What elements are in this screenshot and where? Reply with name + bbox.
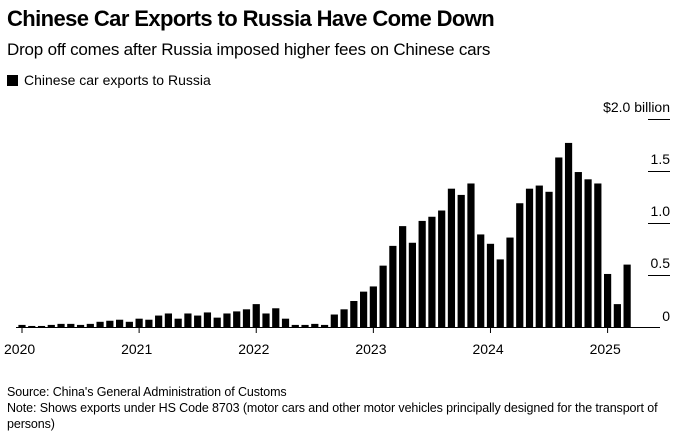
bar-2025-02 bbox=[613, 304, 621, 327]
x-tick-label: 2024 bbox=[472, 341, 503, 357]
bar-2023-03 bbox=[389, 245, 397, 327]
bar-2020-02 bbox=[28, 325, 36, 327]
bar-2022-05 bbox=[291, 324, 299, 327]
bar-2021-09 bbox=[213, 317, 221, 327]
source-note: Source: China's General Administration o… bbox=[7, 385, 287, 399]
bar-2021-10 bbox=[223, 313, 231, 327]
x-tick-label: 2025 bbox=[590, 341, 621, 357]
y-axis: 0 0.5 1.0 1.5 $2.0 billion bbox=[603, 99, 670, 324]
bar-2020-12 bbox=[125, 321, 133, 327]
bar-2023-12 bbox=[477, 234, 485, 327]
x-tick-label: 2021 bbox=[121, 341, 152, 357]
bar-2022-08 bbox=[320, 324, 329, 327]
x-tick-label: 2023 bbox=[355, 341, 386, 357]
bar-2023-07 bbox=[428, 216, 436, 327]
bar-2025-03 bbox=[623, 264, 631, 327]
bar-2024-07 bbox=[545, 191, 553, 327]
bar-2022-12 bbox=[360, 291, 368, 327]
bar-2020-08 bbox=[86, 323, 94, 327]
bar-2022-10 bbox=[340, 309, 348, 327]
bar-2024-04 bbox=[516, 203, 524, 327]
bar-2020-01 bbox=[18, 324, 26, 327]
bar-2024-08 bbox=[555, 157, 563, 327]
bar-2020-10 bbox=[106, 320, 114, 327]
y-tick-label: $2.0 billion bbox=[603, 99, 670, 115]
bar-2023-11 bbox=[467, 183, 475, 327]
bar-2021-05 bbox=[174, 318, 182, 327]
bar-2023-10 bbox=[457, 194, 465, 327]
chart-subtitle: Drop off comes after Russia imposed high… bbox=[7, 40, 491, 59]
bar-2023-06 bbox=[418, 220, 426, 327]
bar-2020-03 bbox=[37, 325, 46, 327]
bar-2021-06 bbox=[184, 313, 192, 327]
bars-group bbox=[18, 142, 631, 327]
bar-2021-08 bbox=[203, 312, 212, 327]
bar-2021-01 bbox=[135, 318, 143, 327]
bar-2024-10 bbox=[574, 172, 582, 327]
bar-2024-05 bbox=[525, 188, 534, 327]
bar-2021-07 bbox=[194, 315, 202, 327]
bar-2024-03 bbox=[506, 237, 514, 327]
bar-2024-02 bbox=[496, 259, 504, 327]
bar-2024-12 bbox=[594, 183, 602, 327]
bar-2020-04 bbox=[47, 324, 55, 327]
bar-2022-01 bbox=[252, 304, 260, 327]
legend-label: Chinese car exports to Russia bbox=[24, 72, 211, 88]
bar-2020-06 bbox=[67, 323, 75, 327]
bar-2023-08 bbox=[438, 210, 446, 327]
bar-2023-04 bbox=[399, 226, 407, 327]
x-tick-label: 2020 bbox=[4, 341, 35, 357]
legend: Chinese car exports to Russia bbox=[7, 72, 211, 88]
bar-2024-01 bbox=[486, 243, 495, 327]
bar-2024-11 bbox=[584, 179, 592, 327]
bar-2024-06 bbox=[535, 185, 543, 327]
x-tick-label: 2022 bbox=[238, 341, 269, 357]
y-tick-label: 1.5 bbox=[651, 151, 671, 167]
bar-2021-11 bbox=[233, 311, 241, 327]
bar-2021-03 bbox=[155, 315, 163, 327]
bar-2021-04 bbox=[164, 313, 172, 327]
bar-2023-01 bbox=[369, 286, 377, 327]
bar-2022-02 bbox=[262, 313, 270, 327]
bar-2020-09 bbox=[96, 321, 104, 327]
chart-title: Chinese Car Exports to Russia Have Come … bbox=[7, 6, 495, 31]
bar-2022-06 bbox=[301, 324, 309, 327]
y-tick-label: 0 bbox=[662, 308, 670, 324]
y-tick-label: 1.0 bbox=[651, 203, 671, 219]
bar-2020-11 bbox=[116, 319, 124, 327]
bar-2022-03 bbox=[272, 308, 280, 327]
bar-2023-02 bbox=[379, 265, 387, 327]
y-tick-label: 0.5 bbox=[651, 255, 671, 271]
bar-2021-02 bbox=[145, 319, 153, 327]
bar-2020-07 bbox=[76, 324, 85, 327]
bar-2023-09 bbox=[447, 188, 456, 327]
bar-2024-09 bbox=[564, 142, 573, 327]
footer: Source: China's General Administration o… bbox=[7, 384, 687, 432]
bar-2021-12 bbox=[242, 309, 251, 327]
x-axis: 2020 2021 2022 2023 2024 2025 bbox=[4, 327, 660, 357]
bar-2022-11 bbox=[350, 301, 358, 327]
bar-2022-07 bbox=[311, 323, 319, 327]
bar-2022-04 bbox=[281, 318, 290, 327]
bar-2022-09 bbox=[330, 314, 338, 327]
bar-2020-05 bbox=[57, 323, 65, 327]
bar-2023-05 bbox=[408, 242, 416, 327]
legend-swatch-icon bbox=[7, 74, 18, 86]
methodology-note: Note: Shows exports under HS Code 8703 (… bbox=[7, 401, 658, 431]
bar-2025-01 bbox=[604, 273, 612, 327]
bar-chart: 00.51.01.5$2.0 billion 2020 2021 2022 2023 2… bbox=[4, 99, 670, 357]
